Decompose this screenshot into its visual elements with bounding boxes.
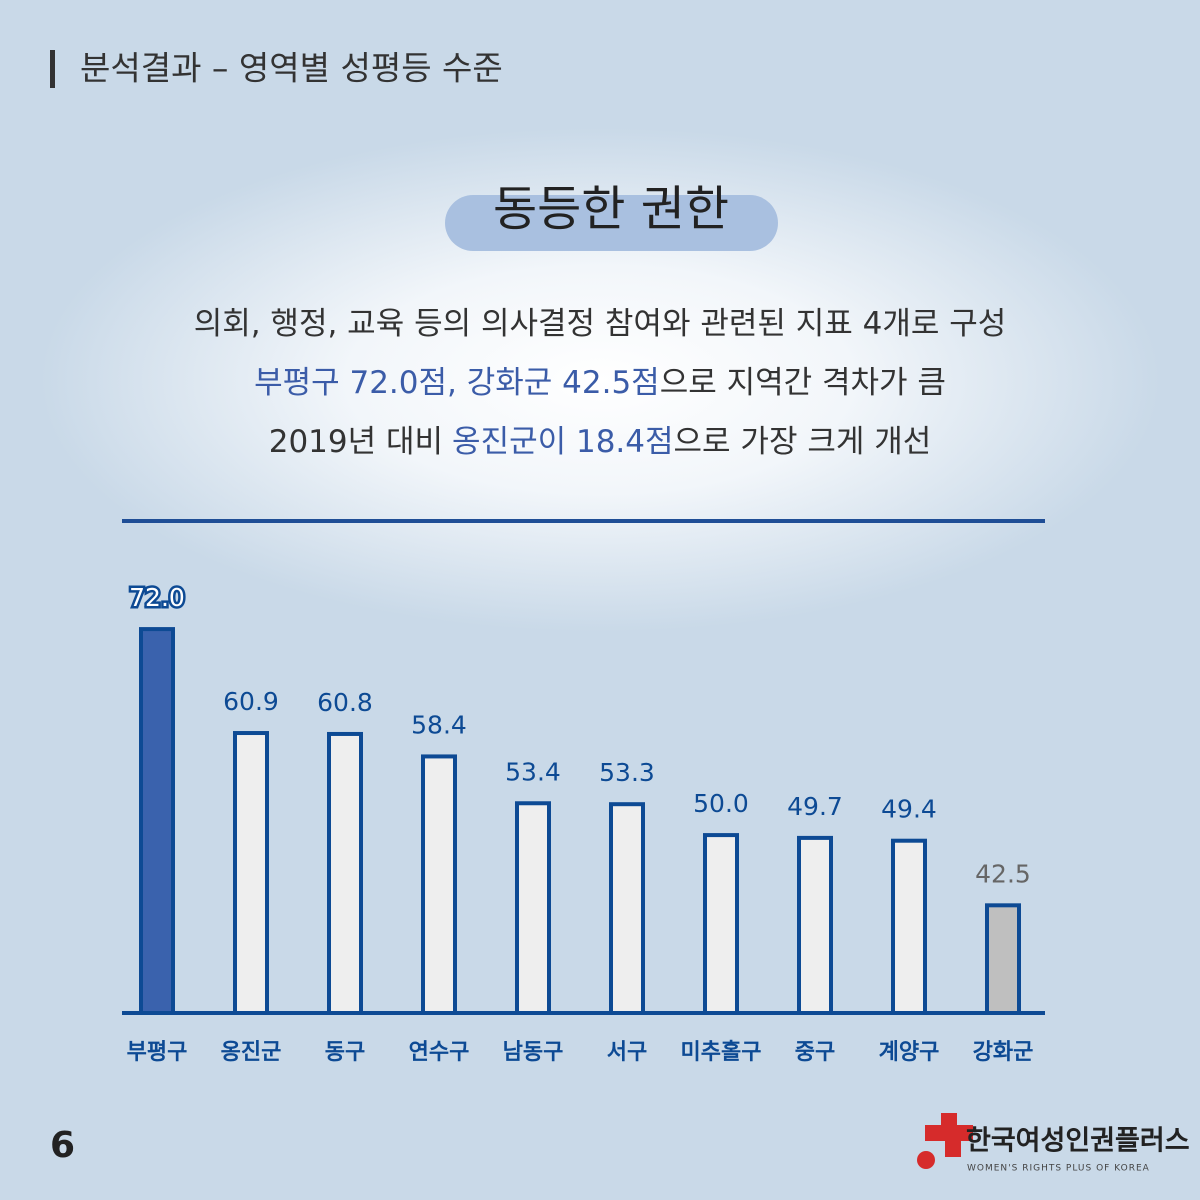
x-tick-label: 부평구 <box>127 1040 188 1065</box>
description: 의회, 행정, 교육 등의 의사결정 참여와 관련된 지표 4개로 구성부평구 … <box>194 306 1007 460</box>
value-label: 58.4 <box>411 710 467 739</box>
x-tick-label: 연수구 <box>409 1040 470 1065</box>
bar <box>797 835 833 1016</box>
x-tick-label: 중구 <box>795 1040 835 1065</box>
bar <box>703 833 739 1015</box>
value-label: 50.0 <box>693 789 749 818</box>
logo-cross <box>925 1113 973 1157</box>
value-label: 53.3 <box>599 758 655 787</box>
x-tick-label: 동구 <box>325 1040 365 1065</box>
bar <box>515 801 551 1015</box>
body-text: 으로 가장 크게 개선 <box>674 424 932 460</box>
bar <box>139 627 175 1015</box>
x-tick-label: 남동구 <box>503 1040 564 1065</box>
bar <box>985 903 1021 1015</box>
x-tick-label: 서구 <box>607 1040 647 1065</box>
highlight-text: 옹진군이 18.4점 <box>452 424 673 460</box>
logo-mark <box>917 1113 973 1169</box>
value-label: 49.4 <box>881 795 937 824</box>
page-number: 6 <box>50 1125 75 1166</box>
body-text: 으로 지역간 격차가 큼 <box>660 365 946 401</box>
description-line: 부평구 72.0점, 강화군 42.5점으로 지역간 격차가 큼 <box>254 365 946 401</box>
bar <box>233 731 269 1015</box>
value-label: 60.8 <box>317 688 373 717</box>
value-label: 72.0 <box>129 583 185 612</box>
bar <box>891 838 927 1016</box>
x-tick-label: 옹진군 <box>221 1040 282 1065</box>
x-tick-label: 계양구 <box>879 1040 940 1065</box>
header-marker <box>50 50 55 88</box>
body-text: 의회, 행정, 교육 등의 의사결정 참여와 관련된 지표 4개로 구성 <box>194 306 1007 342</box>
body-text: 2019년 대비 <box>269 424 443 460</box>
chart: 72.0 부평구 60.9 옹진군 60.8 동구 58.4 연수구 53.4 남동구 53.3 서구… <box>122 581 1045 1065</box>
bar <box>421 754 457 1015</box>
logo-subtitle: WOMEN'S RIGHTS PLUS OF KOREA <box>967 1164 1150 1174</box>
header-title: 분석결과 – 영역별 성평등 수준 <box>80 49 503 88</box>
value-label: 53.4 <box>505 757 561 786</box>
section-pill <box>445 195 778 251</box>
logo-dot <box>917 1151 935 1169</box>
value-label: 49.7 <box>787 792 843 821</box>
bar <box>327 731 363 1015</box>
value-label: 60.9 <box>223 687 279 716</box>
section-title: 동등한 권한 <box>493 181 729 237</box>
logo-name: 한국여성인권플러스 <box>966 1126 1190 1157</box>
value-label: 42.5 <box>975 859 1031 888</box>
bar <box>609 802 645 1016</box>
x-tick-label: 미추홀구 <box>681 1039 762 1065</box>
highlight-text: 부평구 72.0점, 강화군 42.5점 <box>254 365 660 401</box>
x-tick-label: 강화군 <box>973 1040 1034 1065</box>
description-line: 2019년 대비 옹진군이 18.4점으로 가장 크게 개선 <box>269 424 932 460</box>
description-line: 의회, 행정, 교육 등의 의사결정 참여와 관련된 지표 4개로 구성 <box>194 306 1007 342</box>
